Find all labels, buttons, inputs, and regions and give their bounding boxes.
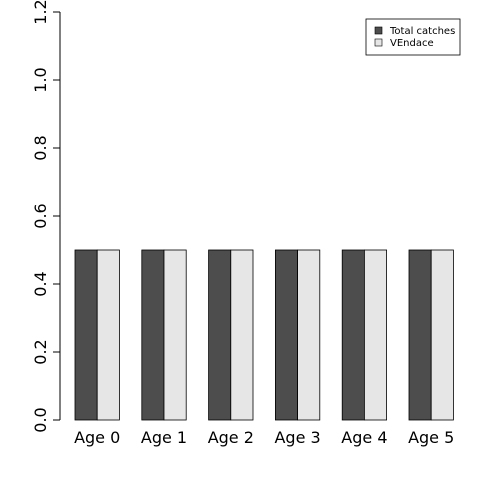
y-tick-label-2: 0.4 bbox=[31, 271, 50, 296]
legend-label-1: VEndace bbox=[390, 38, 434, 49]
bar-0-3 bbox=[274, 249, 298, 421]
x-tick-label-2: Age 2 bbox=[208, 428, 254, 447]
bars bbox=[74, 249, 454, 421]
y-tick-label-5: 1.0 bbox=[31, 67, 50, 92]
bar-0-2 bbox=[208, 249, 232, 421]
bar-0-0 bbox=[74, 249, 98, 421]
y-tick-label-3: 0.6 bbox=[31, 203, 50, 228]
bar-0-4 bbox=[341, 249, 365, 421]
x-tick-label-3: Age 3 bbox=[274, 428, 320, 447]
legend-box bbox=[365, 18, 461, 56]
bar-1-5 bbox=[430, 249, 454, 421]
x-tick-label-1: Age 1 bbox=[141, 428, 187, 447]
x-tick-label-0: Age 0 bbox=[74, 428, 120, 447]
bar-1-3 bbox=[297, 249, 321, 421]
bar-0-5 bbox=[408, 249, 432, 421]
y-axis: 0.0 0.2 0.4 0.6 0.8 1.0 1.2 bbox=[31, 0, 61, 433]
x-axis-labels: Age 0 Age 1 Age 2 Age 3 Age 4 Age 5 bbox=[74, 428, 454, 447]
legend-swatch-1 bbox=[374, 38, 383, 47]
bar-1-1 bbox=[163, 249, 187, 421]
y-tick-label-4: 0.8 bbox=[31, 135, 50, 160]
bar-1-0 bbox=[96, 249, 120, 421]
y-tick-label-0: 0.0 bbox=[31, 407, 50, 432]
legend-swatch-0 bbox=[374, 26, 383, 35]
y-tick-label-6: 1.2 bbox=[31, 0, 50, 25]
bar-1-2 bbox=[230, 249, 254, 421]
legend-label-0: Total catches bbox=[389, 26, 455, 37]
y-tick-label-1: 0.2 bbox=[31, 339, 50, 364]
bar-0-1 bbox=[141, 249, 165, 421]
x-tick-label-5: Age 5 bbox=[408, 428, 454, 447]
bar-1-4 bbox=[363, 249, 387, 421]
x-tick-label-4: Age 4 bbox=[341, 428, 387, 447]
